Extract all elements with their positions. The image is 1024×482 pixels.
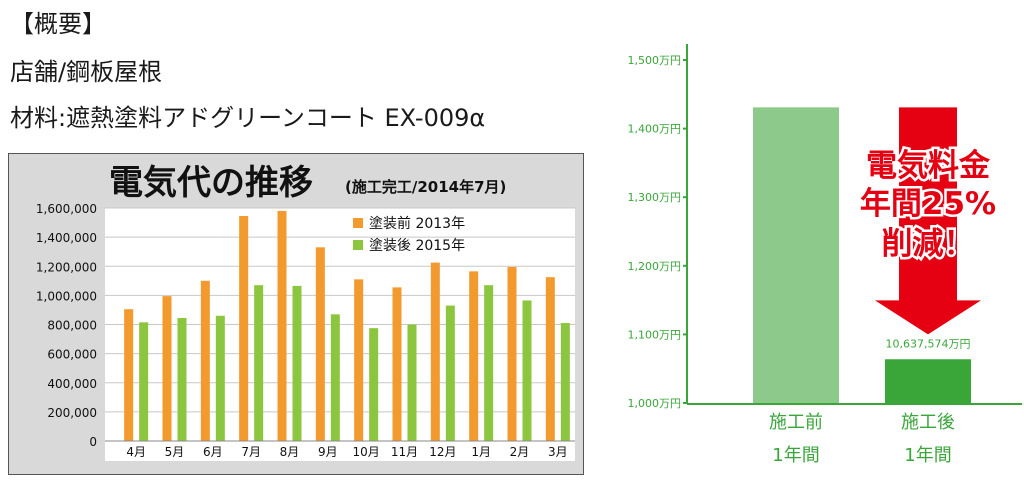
- y-tick-label: 600,000: [47, 348, 97, 362]
- bar-before: [430, 262, 440, 441]
- bar-before: [315, 247, 325, 441]
- y-tick-label: 1,200万円: [628, 260, 682, 273]
- bar-before: [392, 287, 402, 441]
- reduction-annotation: 削減！: [882, 226, 975, 262]
- x-tick-label: 2月: [510, 445, 530, 459]
- bar-before: [507, 266, 517, 441]
- x-category-sublabel: 1年間: [904, 445, 951, 466]
- legend-label: 塗装後 2015年: [369, 237, 465, 254]
- bar-after-annual: [885, 359, 971, 403]
- reduction-annotation: 電気料金: [866, 148, 991, 184]
- bar-before: [124, 309, 134, 441]
- x-tick-label: 9月: [318, 445, 338, 459]
- bar-after: [445, 305, 455, 441]
- after-value-label: 10,637,574万円: [886, 337, 971, 350]
- y-tick-label: 400,000: [47, 377, 97, 391]
- reduction-arrow: [875, 107, 981, 335]
- legend-swatch: [353, 240, 363, 250]
- legend-swatch: [353, 218, 363, 228]
- y-tick-label: 1,300万円: [628, 191, 682, 204]
- bar-after: [522, 300, 532, 441]
- x-tick-label: 5月: [165, 445, 185, 459]
- x-tick-label: 3月: [548, 445, 568, 459]
- y-tick-label: 1,400,000: [36, 231, 97, 245]
- header-overview: 【概要】: [10, 10, 106, 38]
- monthly-chart-panel: 電気代の推移 (施工完工/2014年7月) 0 200,000 400,000 600,0…: [8, 153, 584, 475]
- bar-after: [484, 285, 494, 441]
- header-building-type: 店舗/鋼板屋根: [10, 58, 163, 86]
- y-tick-label: 1,000,000: [36, 289, 97, 303]
- y-tick-label: 1,200,000: [36, 260, 97, 274]
- x-axis-band: [105, 441, 575, 461]
- y-tick-label: 1,400万円: [628, 123, 682, 136]
- bar-after: [177, 317, 187, 441]
- bar-after: [407, 324, 417, 441]
- chart-title: 電気代の推移: [109, 163, 313, 203]
- y-tick-label: 0: [89, 435, 97, 449]
- bar-before-annual: [753, 107, 839, 404]
- x-tick-label: 12月: [429, 445, 456, 459]
- y-tick-label: 1,500万円: [628, 54, 682, 67]
- x-tick-label: 1月: [471, 445, 491, 459]
- y-tick-label: 1,600,000: [36, 202, 97, 216]
- reduction-annotation: 年間25%: [860, 186, 996, 222]
- x-tick-label: 7月: [241, 445, 261, 459]
- x-tick-label: 4月: [126, 445, 146, 459]
- bar-before: [545, 277, 555, 441]
- x-category-sublabel: 1年間: [772, 445, 819, 466]
- chart-subtitle: (施工完工/2014年7月): [345, 178, 506, 196]
- bar-after: [330, 314, 340, 441]
- bar-after: [560, 323, 570, 441]
- bar-after: [254, 285, 264, 441]
- bar-before: [162, 296, 172, 441]
- y-tick-label: 1,000万円: [628, 397, 682, 410]
- bar-before: [200, 280, 210, 441]
- header-material: 材料:遮熱塗料アドグリーンコート EX-009α: [10, 104, 486, 132]
- bar-before: [354, 279, 364, 441]
- annual-comparison-chart: 1,000万円 1,100万円 1,200万円 1,300万円 1,400万円 1,500…: [628, 44, 1022, 466]
- bar-after: [215, 315, 225, 441]
- y-tick-label: 800,000: [47, 319, 97, 333]
- legend-label: 塗装前 2013年: [369, 215, 465, 232]
- x-tick-label: 6月: [203, 445, 223, 459]
- x-category-label: 施工前: [769, 412, 823, 433]
- bar-before: [469, 271, 479, 441]
- x-tick-label: 11月: [391, 445, 418, 459]
- monthly-electricity-chart: 電気代の推移 (施工完工/2014年7月) 0 200,000 400,000 600,0…: [36, 163, 575, 461]
- bar-before: [239, 216, 249, 441]
- x-tick-label: 8月: [280, 445, 300, 459]
- y-tick-label: 1,100万円: [628, 328, 682, 341]
- bar-after: [139, 322, 149, 441]
- x-category-label: 施工後: [901, 412, 955, 433]
- bar-after: [369, 328, 379, 441]
- bar-before: [277, 210, 287, 441]
- x-tick-label: 10月: [353, 445, 380, 459]
- bar-after: [292, 285, 302, 441]
- y-tick-label: 200,000: [47, 406, 97, 420]
